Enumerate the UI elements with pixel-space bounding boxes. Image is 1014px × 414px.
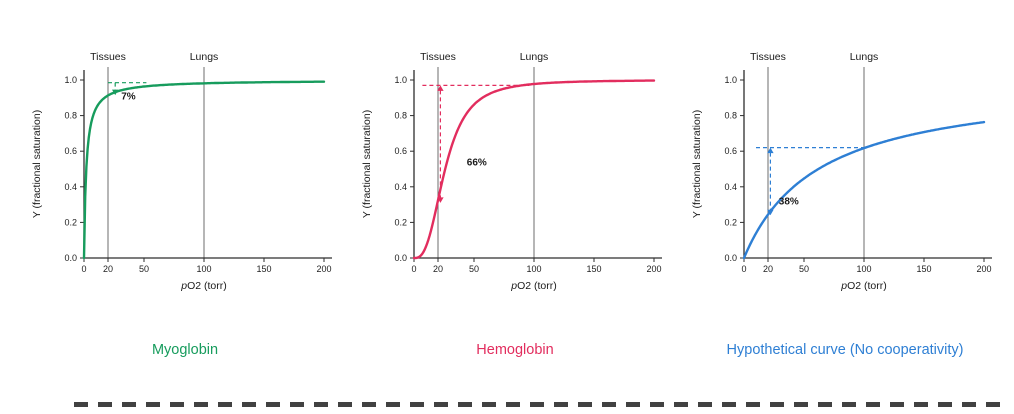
hemoglobin-caption: Hemoglobin: [476, 342, 554, 358]
svg-text:Y (fractional saturation): Y (fractional saturation): [31, 110, 43, 218]
svg-text:150: 150: [586, 264, 601, 274]
svg-text:100: 100: [526, 264, 541, 274]
svg-text:20: 20: [763, 264, 773, 274]
svg-text:150: 150: [256, 264, 271, 274]
svg-text:0.2: 0.2: [64, 217, 77, 227]
svg-text:Tissues: Tissues: [90, 51, 126, 63]
svg-text:0.8: 0.8: [724, 111, 737, 121]
svg-text:0: 0: [81, 264, 86, 274]
svg-text:0.0: 0.0: [724, 253, 737, 263]
svg-text:100: 100: [856, 264, 871, 274]
svg-text:Lungs: Lungs: [850, 51, 879, 63]
chart-panel-hypothetical: Tissues Lungs 0.0 0.2 0.4 0.6 0.8 1.0 0 20 50 100 15…: [680, 30, 1010, 358]
svg-text:0.2: 0.2: [724, 217, 737, 227]
charts-row: Tissues Lungs 0.0 0.2 0.4 0.6 0.8 1.0 0 20 50 100 15…: [20, 30, 1010, 358]
svg-text:0.4: 0.4: [64, 182, 77, 192]
svg-text:0: 0: [411, 264, 416, 274]
svg-text:1.0: 1.0: [394, 75, 407, 85]
svg-text:66%: 66%: [467, 157, 487, 168]
svg-text:1.0: 1.0: [64, 75, 77, 85]
svg-text:1.0: 1.0: [724, 75, 737, 85]
svg-text:200: 200: [976, 264, 991, 274]
svg-text:0.8: 0.8: [64, 111, 77, 121]
svg-text:Lungs: Lungs: [190, 51, 219, 63]
svg-text:Lungs: Lungs: [520, 51, 549, 63]
chart-panel-myoglobin: Tissues Lungs 0.0 0.2 0.4 0.6 0.8 1.0 0 20 50 100 15…: [20, 30, 350, 358]
svg-text:20: 20: [433, 264, 443, 274]
svg-text:Y (fractional saturation): Y (fractional saturation): [361, 110, 373, 218]
svg-text:0.6: 0.6: [724, 146, 737, 156]
svg-text:0: 0: [741, 264, 746, 274]
svg-text:38%: 38%: [779, 197, 799, 208]
svg-text:0.4: 0.4: [724, 182, 737, 192]
svg-text:pO2 (torr): pO2 (torr): [510, 280, 557, 292]
hemoglobin-chart: Tissues Lungs 0.0 0.2 0.4 0.6 0.8 1.0 0 20 50 100 15…: [350, 30, 680, 328]
svg-text:150: 150: [916, 264, 931, 274]
svg-text:0.6: 0.6: [394, 146, 407, 156]
svg-text:20: 20: [103, 264, 113, 274]
svg-text:7%: 7%: [121, 92, 136, 103]
svg-text:50: 50: [139, 264, 149, 274]
svg-text:0.2: 0.2: [394, 217, 407, 227]
svg-text:50: 50: [469, 264, 479, 274]
hypothetical-caption: Hypothetical curve (No cooperativity): [726, 342, 964, 358]
svg-text:Tissues: Tissues: [420, 51, 456, 63]
svg-text:0.6: 0.6: [64, 146, 77, 156]
svg-text:100: 100: [196, 264, 211, 274]
chart-panel-hemoglobin: Tissues Lungs 0.0 0.2 0.4 0.6 0.8 1.0 0 20 50 100 15…: [350, 30, 680, 358]
myoglobin-chart: Tissues Lungs 0.0 0.2 0.4 0.6 0.8 1.0 0 20 50 100 15…: [20, 30, 350, 328]
svg-text:Tissues: Tissues: [750, 51, 786, 63]
svg-text:200: 200: [316, 264, 331, 274]
svg-text:pO2 (torr): pO2 (torr): [180, 280, 227, 292]
svg-text:50: 50: [799, 264, 809, 274]
myoglobin-caption: Myoglobin: [151, 342, 219, 358]
svg-text:0.0: 0.0: [64, 253, 77, 263]
svg-text:0.0: 0.0: [394, 253, 407, 263]
dashed-divider: [74, 402, 1006, 407]
hypothetical-chart: Tissues Lungs 0.0 0.2 0.4 0.6 0.8 1.0 0 20 50 100 15…: [680, 30, 1010, 328]
svg-text:0.4: 0.4: [394, 182, 407, 192]
svg-text:pO2 (torr): pO2 (torr): [840, 280, 887, 292]
svg-text:200: 200: [646, 264, 661, 274]
svg-text:Y (fractional saturation): Y (fractional saturation): [691, 110, 703, 218]
svg-text:0.8: 0.8: [394, 111, 407, 121]
